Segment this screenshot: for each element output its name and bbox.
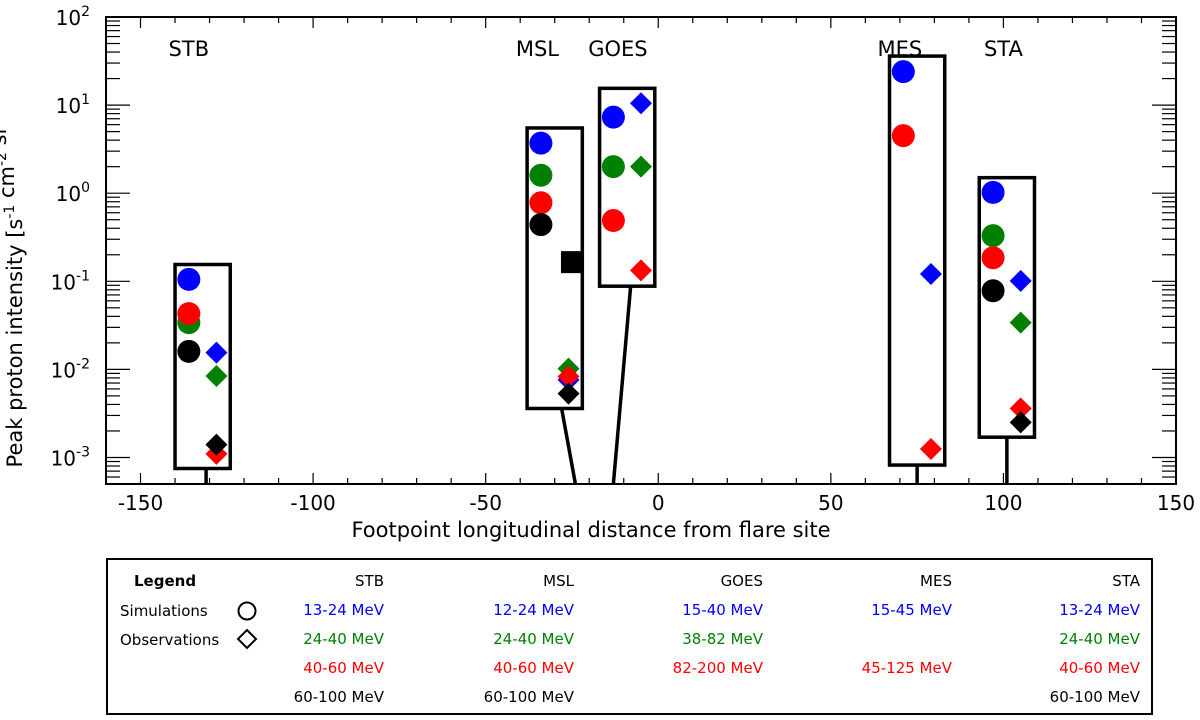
legend-range-black: 60-100 MeV (483, 688, 574, 706)
data-point-diamond (205, 433, 228, 456)
legend-column-sta: STA 13-24 MeV 24-40 MeV 40-60 MeV 60-100… (990, 560, 1140, 710)
legend-column-msl: MSL 12-24 MeV 24-40 MeV 40-60 MeV 60-100… (424, 560, 574, 710)
legend-column-stb: STB 13-24 MeV 24-40 MeV 40-60 MeV 60-100… (234, 560, 384, 710)
data-point-circle (529, 213, 553, 237)
site-label-goes: GOES (588, 37, 647, 61)
legend-range-blue: 15-40 MeV (682, 601, 763, 619)
data-point-diamond (205, 341, 228, 364)
legend-range-red: 40-60 MeV (493, 659, 574, 677)
x-tick-label: 100 (984, 491, 1022, 515)
y-tick-label: 102 (56, 4, 90, 30)
data-point-circle (981, 279, 1005, 303)
legend-column-name: MSL (543, 572, 574, 590)
legend-range-green: 24-40 MeV (303, 630, 384, 648)
legend-range-blue: 15-45 MeV (871, 601, 952, 619)
x-tick-label: -100 (290, 491, 335, 515)
leader-line-goes (611, 286, 633, 485)
y-tick-label: 100 (56, 180, 90, 206)
data-point-circle (981, 224, 1005, 248)
x-tick-label: -50 (469, 491, 502, 515)
legend-column-mes: MES 15-45 MeV 45-125 MeV (802, 560, 952, 710)
legend-range-red: 45-125 MeV (861, 659, 952, 677)
data-point-circle (981, 180, 1005, 204)
peak-intensity-chart: -150 -100 -50 0 50 100 150 10-3 10-2 10-1 100 101 10… (0, 4, 1195, 542)
legend-range-red: 40-60 MeV (303, 659, 384, 677)
data-point-diamond (630, 92, 652, 115)
data-point-circle (601, 155, 625, 179)
data-point-diamond (205, 365, 228, 388)
data-point-diamond (919, 262, 942, 285)
data-point-diamond (1009, 411, 1032, 434)
data-point-diamond (557, 365, 580, 388)
data-point-diamond (557, 382, 580, 405)
leader-line-msl (559, 408, 578, 485)
data-point-circle (177, 339, 201, 363)
data-point-circle (177, 302, 201, 326)
site-label-msl: MSL (516, 37, 559, 61)
legend-box: Legend Simulations Observations STB 13-2… (106, 558, 1153, 715)
y-axis-label: Peak proton intensity [s-1 cm-2 sr-1 MeV… (0, 38, 27, 468)
x-tick-label: -150 (118, 491, 163, 515)
data-point-square (560, 251, 583, 274)
legend-column-goes: GOES 15-40 MeV 38-82 MeV 82-200 MeV (613, 560, 763, 710)
legend-simulations-label: Simulations (120, 602, 208, 620)
legend-range-red: 82-200 MeV (672, 659, 763, 677)
range-box-mes (887, 54, 947, 467)
legend-observations-label: Observations (120, 631, 220, 649)
data-point-circle (891, 60, 915, 84)
legend-range-red: 40-60 MeV (1059, 659, 1140, 677)
legend-column-name: STB (355, 572, 384, 590)
legend-circle-symbol (237, 601, 257, 621)
legend-column-name: MES (920, 572, 952, 590)
range-box-goes (597, 86, 657, 288)
legend-range-green: 24-40 MeV (1059, 630, 1140, 648)
x-tick-label: 150 (1157, 491, 1195, 515)
data-point-circle (529, 163, 553, 187)
legend-column-name: STA (1112, 572, 1140, 590)
site-label-sta: STA (984, 37, 1024, 61)
data-point-circle (601, 105, 625, 129)
legend-range-blue: 13-24 MeV (1059, 601, 1140, 619)
data-point-diamond (630, 155, 652, 178)
range-box-sta (977, 175, 1037, 439)
legend-range-green: 24-40 MeV (493, 630, 574, 648)
data-point-diamond (919, 437, 942, 460)
data-point-diamond (1009, 269, 1032, 292)
data-point-diamond (1009, 311, 1032, 334)
y-tick-label: 10-1 (51, 268, 90, 294)
y-tick-label: 101 (56, 92, 90, 118)
legend-diamond-symbol (236, 628, 258, 650)
data-point-circle (529, 131, 553, 155)
range-box-stb (173, 262, 233, 471)
data-point-diamond (630, 259, 652, 282)
data-point-circle (891, 124, 915, 148)
legend-title: Legend (134, 572, 197, 590)
legend-range-black: 60-100 MeV (293, 688, 384, 706)
data-point-circle (529, 191, 553, 215)
legend-range-black: 60-100 MeV (1049, 688, 1140, 706)
plot-frame (105, 16, 1177, 485)
y-tick-label: 10-3 (51, 444, 90, 470)
legend-column-name: GOES (720, 572, 763, 590)
data-point-circle (601, 208, 625, 232)
data-point-circle (981, 246, 1005, 270)
data-point-circle (177, 267, 201, 291)
legend-range-blue: 13-24 MeV (303, 601, 384, 619)
y-tick-label: 10-2 (51, 356, 90, 382)
x-tick-label: 0 (652, 491, 665, 515)
legend-range-green: 38-82 MeV (682, 630, 763, 648)
x-tick-label: 50 (818, 491, 843, 515)
site-label-stb: STB (169, 37, 210, 61)
legend-range-blue: 12-24 MeV (493, 601, 574, 619)
x-axis-label: Footpoint longitudinal distance from fla… (351, 518, 830, 542)
data-point-diamond (1009, 397, 1032, 420)
